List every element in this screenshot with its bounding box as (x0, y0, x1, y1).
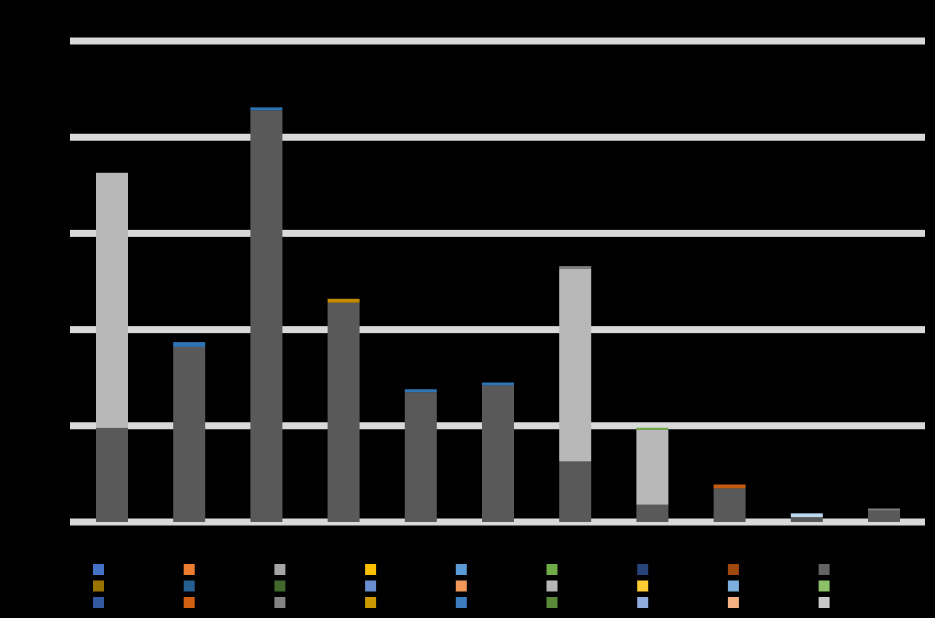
bar-segment-3-3 (327, 298, 360, 303)
legend-swatch-2-0 (93, 597, 104, 608)
bar-segment-3-0 (327, 302, 360, 522)
legend-item-1-0 (93, 580, 104, 592)
legend-swatch-1-4 (455, 580, 467, 592)
legend-swatch-2-2 (274, 597, 286, 608)
legend-swatch-2-3 (365, 597, 377, 608)
legend-item-1-4 (455, 580, 467, 592)
bar-segment-7-5 (636, 427, 669, 430)
legend-item-1-5 (546, 580, 558, 592)
legend-swatch-2-5 (546, 597, 558, 608)
bar-segment-5-0 (482, 385, 514, 522)
legend-item-1-2 (274, 580, 286, 592)
legend-swatch-2-8 (818, 597, 830, 608)
legend-swatch-2-6 (637, 597, 649, 608)
legend-swatch-0-4 (455, 564, 467, 575)
legend-swatch-1-1 (183, 580, 195, 592)
legend-swatch-1-0 (93, 580, 104, 592)
legend-swatch-0-3 (365, 564, 377, 575)
bar-stack-7 (636, 427, 669, 522)
bar-stack-9 (790, 513, 823, 522)
legend-item-0-6 (637, 564, 649, 575)
legend-item-2-8 (818, 597, 830, 608)
bar-segment-7-0 (636, 504, 669, 522)
bar-stack-6 (559, 266, 592, 522)
legend-swatch-0-8 (818, 564, 830, 575)
legend-item-0-3 (365, 564, 377, 575)
bar-segment-7-1 (636, 429, 669, 505)
bar-segment-5-2 (482, 382, 514, 386)
bar-segment-6-1 (559, 268, 592, 462)
legend-swatch-2-4 (455, 597, 467, 608)
legend-swatch-2-7 (727, 597, 739, 608)
bar-segment-4-2 (404, 389, 437, 393)
legend-item-0-2 (274, 564, 286, 575)
legend-item-1-8 (818, 580, 830, 592)
legend-item-1-3 (365, 580, 377, 592)
bar-segment-1-2 (173, 342, 206, 347)
bar-segment-9-0 (790, 517, 823, 522)
legend-swatch-0-2 (274, 564, 286, 575)
bar-segment-1-0 (173, 346, 206, 522)
bar-segment-10-0 (868, 510, 900, 522)
legend-item-2-1 (183, 597, 195, 608)
bar-stack-0 (96, 172, 128, 522)
legend-swatch-1-8 (818, 580, 830, 592)
legend-swatch-1-3 (365, 580, 377, 592)
bar-segment-0-0 (96, 427, 128, 522)
legend-item-0-5 (546, 564, 558, 575)
bar-stack-3 (327, 298, 360, 522)
legend-item-2-3 (365, 597, 377, 608)
bar-segment-10-4 (868, 508, 900, 511)
bar-stack-8 (713, 484, 746, 522)
bar-stack-4 (404, 389, 437, 522)
legend-swatch-0-0 (93, 564, 104, 575)
legend-item-0-8 (818, 564, 830, 575)
legend-swatch-2-1 (183, 597, 195, 608)
legend-item-1-6 (637, 580, 649, 592)
bar-segment-0-1 (96, 172, 128, 428)
bar-segment-6-4 (559, 266, 592, 269)
bar-segment-2-2 (250, 107, 283, 111)
legend-item-0-0 (93, 564, 104, 575)
legend-item-2-0 (93, 597, 104, 608)
bar-stack-1 (173, 342, 206, 522)
legend-item-2-7 (727, 597, 739, 608)
bar-stack-2 (250, 107, 283, 522)
bar-stack-5 (482, 382, 514, 522)
legend-swatch-1-2 (274, 580, 286, 592)
legend-swatch-0-5 (546, 564, 558, 575)
bar-series (96, 107, 900, 522)
bar-segment-9-7 (790, 513, 823, 518)
legend-item-0-7 (727, 564, 739, 575)
bar-stack-10 (868, 508, 900, 522)
legend-swatch-1-5 (546, 580, 558, 592)
legend-swatch-1-7 (727, 580, 739, 592)
legend (93, 564, 830, 608)
legend-item-2-2 (274, 597, 286, 608)
legend-item-0-4 (455, 564, 467, 575)
legend-item-1-7 (727, 580, 739, 592)
legend-item-2-4 (455, 597, 467, 608)
legend-item-2-5 (546, 597, 558, 608)
legend-swatch-0-1 (183, 564, 195, 575)
legend-item-2-6 (637, 597, 649, 608)
legend-item-0-1 (183, 564, 195, 575)
bar-segment-8-0 (713, 488, 746, 522)
bar-segment-2-0 (250, 110, 283, 522)
legend-swatch-0-6 (637, 564, 649, 575)
bar-segment-4-0 (404, 392, 437, 522)
bar-segment-6-0 (559, 461, 592, 522)
legend-swatch-0-7 (727, 564, 739, 575)
legend-swatch-1-6 (637, 580, 649, 592)
legend-item-1-1 (183, 580, 195, 592)
bar-segment-8-6 (713, 484, 746, 489)
